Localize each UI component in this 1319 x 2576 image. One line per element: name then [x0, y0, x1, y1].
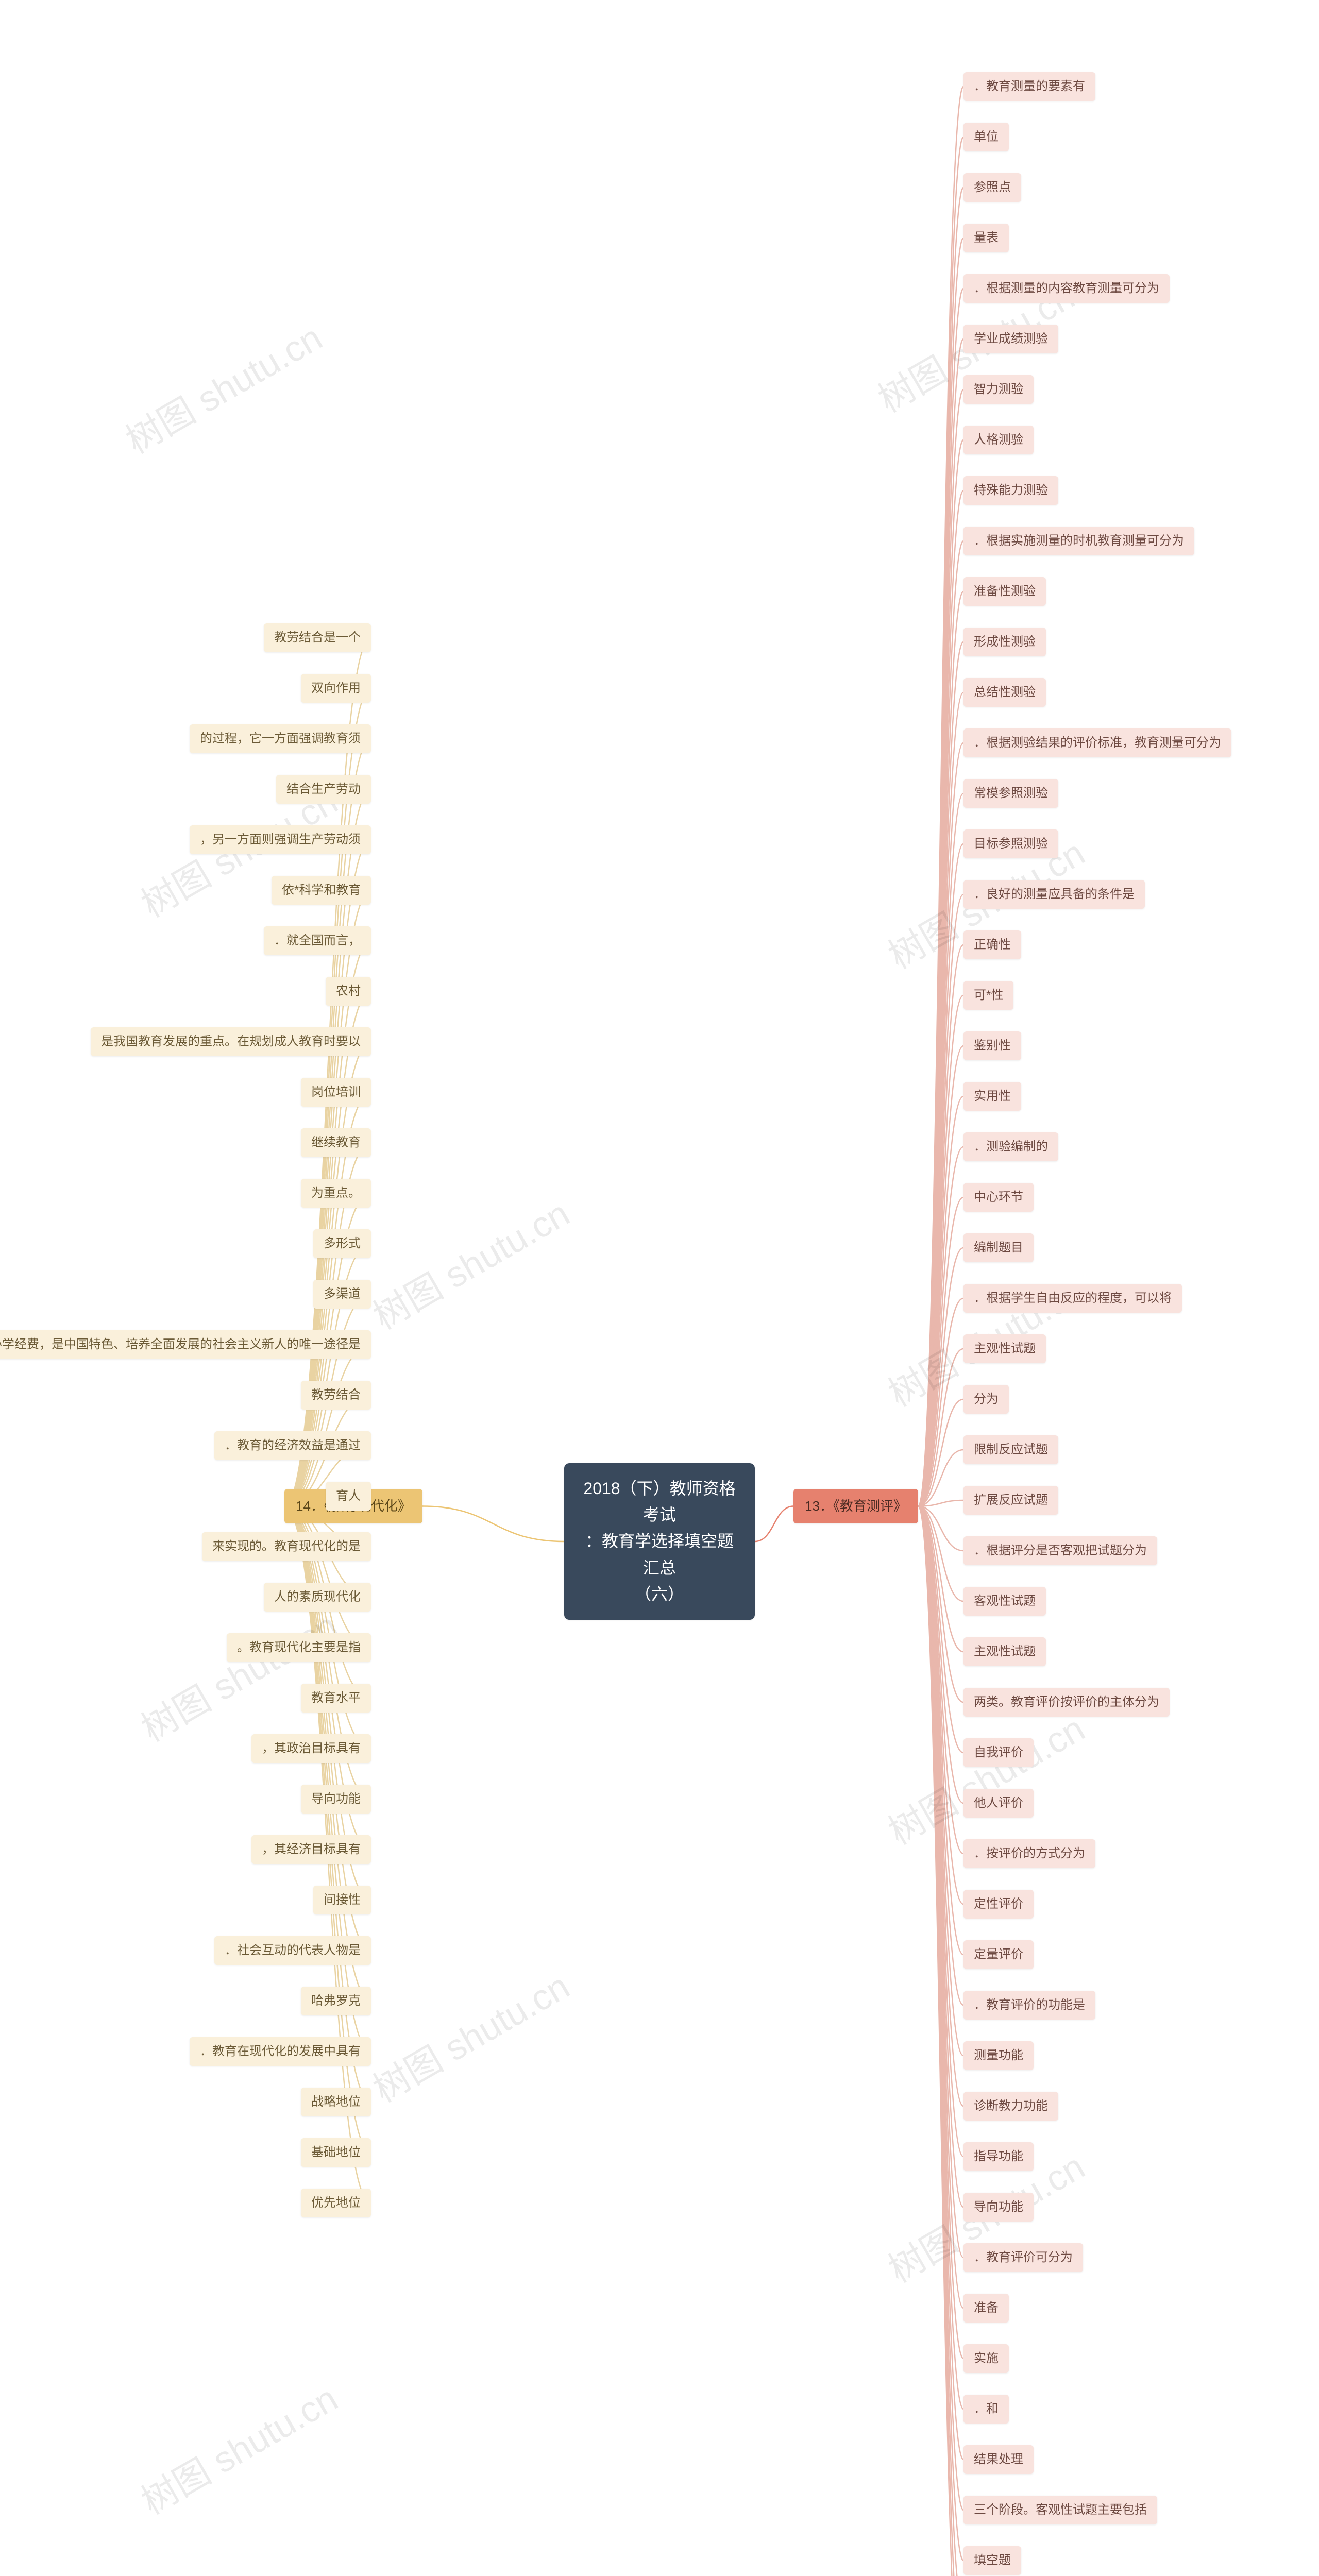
left-leaf: 的过程，它一方面强调教育须: [190, 724, 371, 753]
left-leaf: 导向功能: [301, 1785, 371, 1814]
left-leaf: 基础地位: [301, 2138, 371, 2167]
left-leaf: 哈弗罗克: [301, 1987, 371, 2015]
right-leaf: 三个阶段。客观性试题主要包括: [963, 2496, 1157, 2524]
left-leaf: 多形式: [313, 1229, 371, 1258]
right-leaf: 中心环节: [963, 1183, 1034, 1212]
right-leaf: 准备: [963, 2294, 1009, 2323]
left-leaf: 间接性: [313, 1886, 371, 1914]
right-leaf: 量表: [963, 224, 1009, 252]
right-leaf: 形成性测验: [963, 628, 1046, 656]
left-leaf: ．就全国而言，: [264, 926, 371, 955]
right-leaf: 常模参照测验: [963, 779, 1058, 808]
left-leaf: 筹措教育办学经费，是中国特色、培养全面发展的社会主义新人的唯一途径是: [0, 1330, 371, 1359]
right-leaf: 学业成绩测验: [963, 325, 1058, 353]
right-leaf: ．良好的测量应具备的条件是: [963, 880, 1145, 909]
right-leaf: 导向功能: [963, 2193, 1034, 2222]
left-leaf: 教育水平: [301, 1684, 371, 1713]
right-leaf: ．根据实施测量的时机教育测量可分为: [963, 527, 1194, 555]
left-leaf: 教劳结合: [301, 1381, 371, 1410]
left-leaf: 来实现的。教育现代化的是: [202, 1532, 371, 1561]
right-leaf: 鉴别性: [963, 1031, 1021, 1060]
left-leaf: 是我国教育发展的重点。在规划成人教育时要以: [91, 1027, 371, 1056]
right-leaf: 自我评价: [963, 1738, 1034, 1767]
watermark: 树图 shutu.cn: [877, 1701, 1093, 1855]
left-leaf: ．教育在现代化的发展中具有: [190, 2037, 371, 2066]
left-leaf: 依*科学和教育: [272, 876, 371, 905]
right-leaf: 准备性测验: [963, 577, 1046, 606]
branch-node-right: 13．《教育测评》: [793, 1489, 918, 1523]
right-leaf: ．根据评分是否客观把试题分为: [963, 1536, 1157, 1565]
left-leaf: 继续教育: [301, 1128, 371, 1157]
right-leaf: 主观性试题: [963, 1334, 1046, 1363]
left-leaf: 人的素质现代化: [264, 1583, 371, 1612]
right-leaf: 他人评价: [963, 1789, 1034, 1818]
left-leaf: 为重点。: [301, 1179, 371, 1208]
right-leaf: ．根据测验结果的评价标准，教育测量可分为: [963, 728, 1231, 757]
right-leaf: ．根据测量的内容教育测量可分为: [963, 274, 1170, 303]
left-leaf: 优先地位: [301, 2189, 371, 2217]
center-line-2: ：教育学选择填空题汇总: [580, 1528, 739, 1581]
right-leaf: 正确性: [963, 930, 1021, 959]
left-leaf: 育人: [326, 1482, 371, 1511]
right-leaf: 客观性试题: [963, 1587, 1046, 1616]
right-leaf: 目标参照测验: [963, 829, 1058, 858]
left-leaf: ，另一方面则强调生产劳动须: [190, 825, 371, 854]
right-leaf: 分为: [963, 1385, 1009, 1414]
right-leaf: 扩展反应试题: [963, 1486, 1058, 1515]
left-leaf: 农村: [326, 977, 371, 1006]
left-leaf: ，其政治目标具有: [251, 1734, 371, 1763]
right-leaf: 测量功能: [963, 2041, 1034, 2070]
center-line-1: 2018（下）教师资格考试: [580, 1476, 739, 1528]
left-leaf: ．教育的经济效益是通过: [214, 1431, 371, 1460]
right-leaf: ．按评价的方式分为: [963, 1839, 1095, 1868]
watermark: 树图 shutu.cn: [115, 310, 330, 464]
right-leaf: ．和: [963, 2395, 1009, 2424]
watermark: 树图 shutu.cn: [130, 2370, 346, 2525]
right-leaf: ．根据学生自由反应的程度，可以将: [963, 1284, 1182, 1313]
right-leaf: 两类。教育评价按评价的主体分为: [963, 1688, 1170, 1717]
watermark: 树图 shutu.cn: [362, 1185, 578, 1340]
right-leaf: ．测验编制的: [963, 1132, 1058, 1161]
left-leaf: 教劳结合是一个: [264, 623, 371, 652]
right-leaf: 编制题目: [963, 1233, 1034, 1262]
left-leaf: 结合生产劳动: [276, 775, 371, 804]
right-leaf: 填空题: [963, 2546, 1021, 2575]
left-leaf: 岗位培训: [301, 1078, 371, 1107]
watermark: 树图 shutu.cn: [130, 1598, 346, 1752]
left-leaf: 战略地位: [301, 2088, 371, 2116]
right-leaf: ．教育评价可分为: [963, 2243, 1083, 2272]
right-leaf: 特殊能力测验: [963, 476, 1058, 505]
left-leaf: 。教育现代化主要是指: [227, 1633, 371, 1662]
mindmap-center-node: 2018（下）教师资格考试 ：教育学选择填空题汇总 （六）: [564, 1463, 755, 1620]
right-leaf: 结果处理: [963, 2445, 1034, 2474]
right-leaf: 可*性: [963, 981, 1013, 1010]
right-leaf: 定性评价: [963, 1890, 1034, 1919]
right-leaf: 实用性: [963, 1082, 1021, 1111]
right-leaf: 诊断教力功能: [963, 2092, 1058, 2121]
right-leaf: 限制反应试题: [963, 1435, 1058, 1464]
left-leaf: ，其经济目标具有: [251, 1835, 371, 1864]
right-leaf: 智力测验: [963, 375, 1034, 404]
right-leaf: ．教育测量的要素有: [963, 72, 1095, 101]
right-leaf: 定量评价: [963, 1940, 1034, 1969]
right-leaf: 单位: [963, 123, 1009, 151]
right-leaf: 主观性试题: [963, 1637, 1046, 1666]
right-leaf: 参照点: [963, 173, 1021, 202]
right-leaf: 指导功能: [963, 2142, 1034, 2171]
watermark: 树图 shutu.cn: [362, 1958, 578, 2113]
right-leaf: ．教育评价的功能是: [963, 1991, 1095, 2020]
left-leaf: 双向作用: [301, 674, 371, 703]
right-leaf: 人格测验: [963, 426, 1034, 454]
center-line-3: （六）: [580, 1581, 739, 1607]
right-leaf: 实施: [963, 2344, 1009, 2373]
right-leaf: 总结性测验: [963, 678, 1046, 707]
left-leaf: ．社会互动的代表人物是: [214, 1936, 371, 1965]
left-leaf: 多渠道: [313, 1280, 371, 1309]
